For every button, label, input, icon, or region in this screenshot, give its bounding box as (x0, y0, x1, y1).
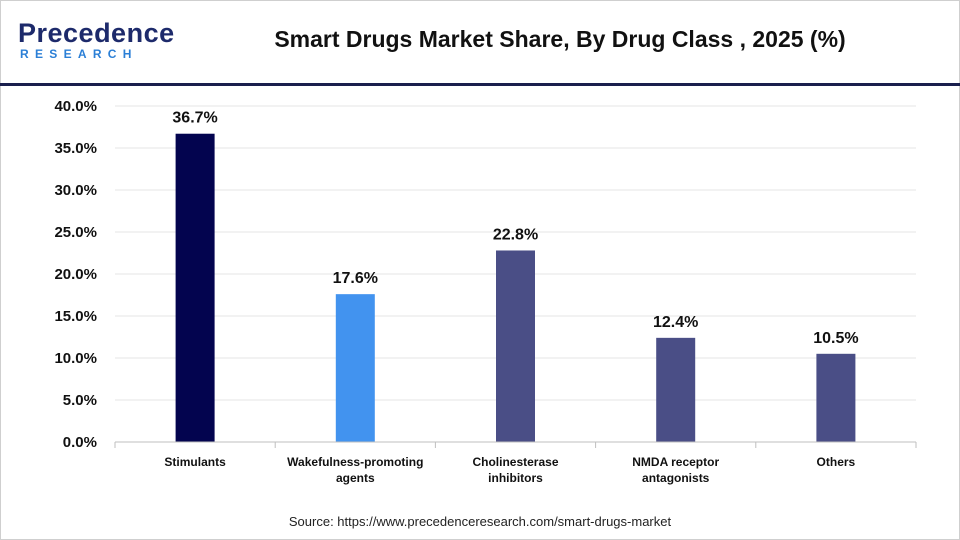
brand-name: Precedence (18, 18, 175, 48)
y-axis: 0.0% 5.0% 10.0% 15.0% 20.0% 25.0% 30.0% 35.0% 40… (54, 98, 97, 451)
bar (496, 250, 535, 442)
bar (335, 294, 375, 442)
x-category-label: NMDA receptor (632, 455, 719, 469)
bars (175, 133, 856, 442)
bar-chart: 0.0% 5.0% 10.0% 15.0% 20.0% 25.0% 30.0% 35.0% 40… (54, 98, 917, 485)
brand-logo: Precedence RESEARCH (18, 18, 174, 66)
y-tick-label: 5.0% (63, 392, 97, 409)
chart-title: Smart Drugs Market Share, By Drug Class … (274, 26, 846, 52)
y-tick-label: 0.0% (63, 434, 97, 451)
header: Precedence RESEARCH Smart Drugs Market S… (0, 0, 960, 84)
x-category-label: Wakefulness-promoting (287, 455, 423, 469)
x-category-label: antagonists (642, 471, 710, 485)
data-label: 22.8% (493, 226, 538, 243)
y-tick-label: 25.0% (54, 224, 97, 241)
x-category-label: Cholinesterase (472, 455, 558, 469)
bar (816, 353, 856, 442)
data-label: 17.6% (333, 270, 378, 287)
bar (656, 337, 696, 442)
x-category-label: inhibitors (488, 471, 543, 485)
data-label: 10.5% (813, 330, 858, 347)
y-tick-label: 30.0% (54, 182, 97, 199)
x-category-label: Others (817, 455, 856, 469)
x-category-label: agents (336, 471, 375, 485)
data-label: 36.7% (172, 110, 217, 127)
data-label: 12.4% (653, 314, 698, 331)
brand-tagline: RESEARCH (20, 47, 138, 61)
y-tick-label: 20.0% (54, 266, 97, 283)
y-tick-label: 15.0% (54, 308, 97, 325)
y-tick-label: 35.0% (54, 140, 97, 157)
x-category-label: Stimulants (164, 455, 226, 469)
data-labels: 36.7% 17.6% 22.8% 12.4% 10.5% (172, 110, 858, 347)
bar (175, 133, 215, 442)
x-axis: Stimulants Wakefulness-promoting agents Cho… (114, 441, 917, 485)
header-divider (0, 83, 960, 86)
y-tick-label: 10.0% (54, 350, 97, 367)
y-tick-label: 40.0% (54, 98, 97, 115)
source-note: Source: https://www.precedenceresearch.c… (288, 514, 672, 529)
